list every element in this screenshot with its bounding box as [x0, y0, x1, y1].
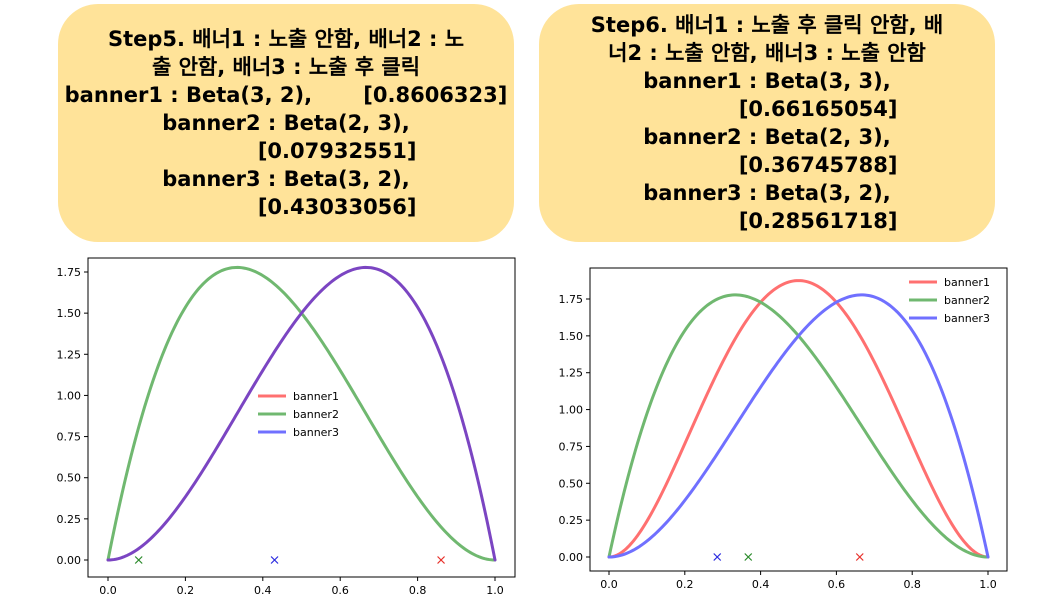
x-tick-label: 0.4: [752, 578, 770, 591]
y-tick-label: 0.75: [57, 431, 82, 444]
legend-label-banner3: banner3: [293, 426, 339, 439]
y-tick-label: 1.00: [559, 404, 584, 417]
sample-marker-banner1: [855, 553, 864, 561]
y-tick-label: 0.50: [559, 477, 584, 490]
panel-line: Step5. 배너1 : 노출 안함, 배너2 : 노: [107, 27, 465, 51]
step5-beta-chart: 0.00 0.25 0.50 0.75 1.00 1.25 1.50 1.75 0.0 0.2 0.…: [57, 257, 516, 597]
y-tick-label: 1.50: [57, 307, 82, 320]
marker-stroke: [270, 556, 279, 564]
panel-line: banner2 : Beta(2, 3),: [162, 111, 410, 135]
y-tick-label: 1.75: [559, 293, 584, 306]
panel-line: banner1 : Beta(3, 2), [0.8606323]: [64, 83, 508, 107]
panel-line: 출 안함, 배너3 : 노출 후 클릭: [151, 55, 421, 79]
panel-line: [0.66165054]: [636, 97, 898, 121]
y-tick-label: 0.00: [57, 554, 82, 567]
legend-label-banner3: banner3: [944, 312, 990, 325]
x-tick-label: 0.4: [254, 584, 272, 597]
x-tick-label: 0.6: [828, 578, 846, 591]
step6-beta-chart: 0.00 0.25 0.50 0.75 1.00 1.25 1.50 1.75 0.0 0.2 0.…: [559, 267, 1008, 591]
y-tick-label: 0.00: [559, 551, 584, 564]
x-tick-label: 0.6: [331, 584, 349, 597]
panel-line: [0.36745788]: [636, 153, 898, 177]
legend-label-banner2: banner2: [944, 294, 990, 307]
panel-line: [0.07932551]: [155, 139, 417, 163]
panel-line: banner1 : Beta(3, 3),: [643, 69, 891, 93]
y-tick-label: 0.25: [57, 513, 82, 526]
curve-banner3: [607, 293, 990, 559]
y-tick-label: 0.50: [57, 472, 82, 485]
panel-line: [0.28561718]: [636, 209, 898, 233]
panel-line: banner2 : Beta(2, 3),: [643, 125, 891, 149]
panel-line: banner3 : Beta(3, 2),: [162, 167, 410, 191]
legend-label-banner1: banner1: [293, 390, 339, 403]
marker-stroke: [437, 556, 445, 564]
legend-label-banner2: banner2: [293, 408, 339, 421]
y-tick-label: 0.25: [559, 514, 584, 527]
axes-frame: [589, 267, 1008, 572]
y-tick-label: 1.25: [559, 367, 584, 380]
x-tick-label: 1.0: [979, 578, 997, 591]
sample-marker-banner2: [744, 553, 753, 561]
sample-marker-banner1: [437, 556, 445, 564]
panel-line: banner3 : Beta(3, 2),: [643, 181, 891, 205]
curve-banner1: [607, 279, 990, 559]
axes-frame: [87, 257, 516, 578]
marker-stroke: [134, 556, 143, 564]
y-tick-label: 1.75: [57, 266, 82, 279]
sample-marker-banner3: [270, 556, 279, 564]
curve-banner3: [106, 265, 497, 562]
x-tick-label: 0.0: [99, 584, 117, 597]
panel-line: [0.43033056]: [155, 195, 417, 219]
y-tick-label: 1.00: [57, 389, 82, 402]
y-tick-label: 1.25: [57, 348, 82, 361]
panel-line: Step6. 배너1 : 노출 후 클릭 안함, 배: [590, 13, 944, 37]
y-tick-label: 0.75: [559, 440, 584, 453]
y-tick-label: 1.50: [559, 330, 584, 343]
marker-stroke: [744, 553, 753, 561]
x-tick-label: 0.2: [177, 584, 195, 597]
marker-stroke: [855, 553, 864, 561]
x-tick-label: 1.0: [486, 584, 504, 597]
sample-marker-banner3: [713, 553, 722, 561]
legend-label-banner1: banner1: [944, 276, 990, 289]
x-tick-label: 0.8: [903, 578, 921, 591]
marker-stroke: [713, 553, 722, 561]
panel-line: 너2 : 노출 안함, 배너3 : 노출 안함: [608, 41, 926, 65]
x-tick-label: 0.2: [676, 578, 694, 591]
x-tick-label: 0.8: [409, 584, 427, 597]
sample-marker-banner2: [134, 556, 143, 564]
x-tick-label: 0.0: [600, 578, 618, 591]
